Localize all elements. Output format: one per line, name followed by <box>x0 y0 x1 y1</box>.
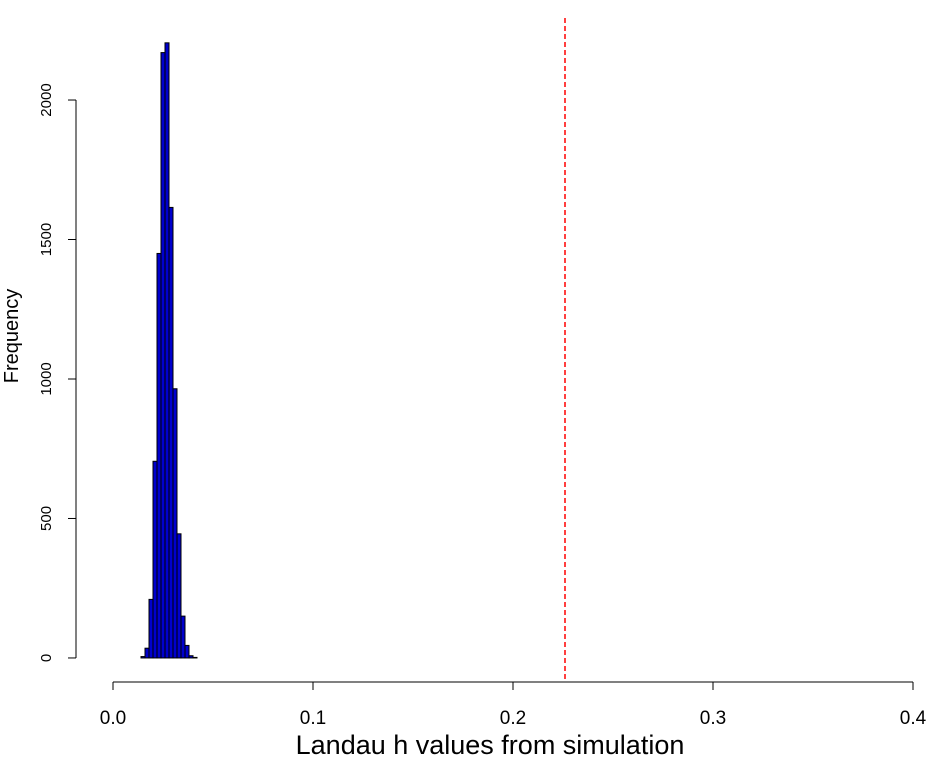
bar <box>176 533 182 659</box>
bar <box>168 206 174 659</box>
y-tick-label: 0 <box>38 654 55 662</box>
bar <box>156 252 162 659</box>
x-tick-label: 0.0 <box>100 708 126 729</box>
bar <box>192 656 198 659</box>
x-tick-label: 0.1 <box>300 708 326 729</box>
bar <box>188 655 194 659</box>
x-tick-label: 0.2 <box>500 708 526 729</box>
x-axis-label: Landau h values from simulation <box>296 730 685 760</box>
bar <box>140 656 146 659</box>
bar <box>160 52 166 659</box>
bar <box>148 598 154 659</box>
bar <box>172 388 178 659</box>
x-tick-label: 0.3 <box>700 708 726 729</box>
y-tick-label: 2000 <box>38 83 55 116</box>
y-tick-label: 500 <box>38 506 55 531</box>
bar <box>184 644 190 659</box>
y-axis-label: Frequency <box>1 289 23 384</box>
bar <box>164 42 170 659</box>
bar <box>152 460 158 659</box>
y-tick-label: 1000 <box>38 362 55 395</box>
y-tick-label: 1500 <box>38 223 55 256</box>
x-tick-label: 0.4 <box>900 708 927 729</box>
bar <box>180 615 186 659</box>
bar <box>144 647 150 659</box>
